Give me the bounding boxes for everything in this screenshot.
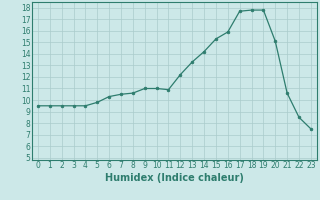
X-axis label: Humidex (Indice chaleur): Humidex (Indice chaleur) (105, 173, 244, 183)
